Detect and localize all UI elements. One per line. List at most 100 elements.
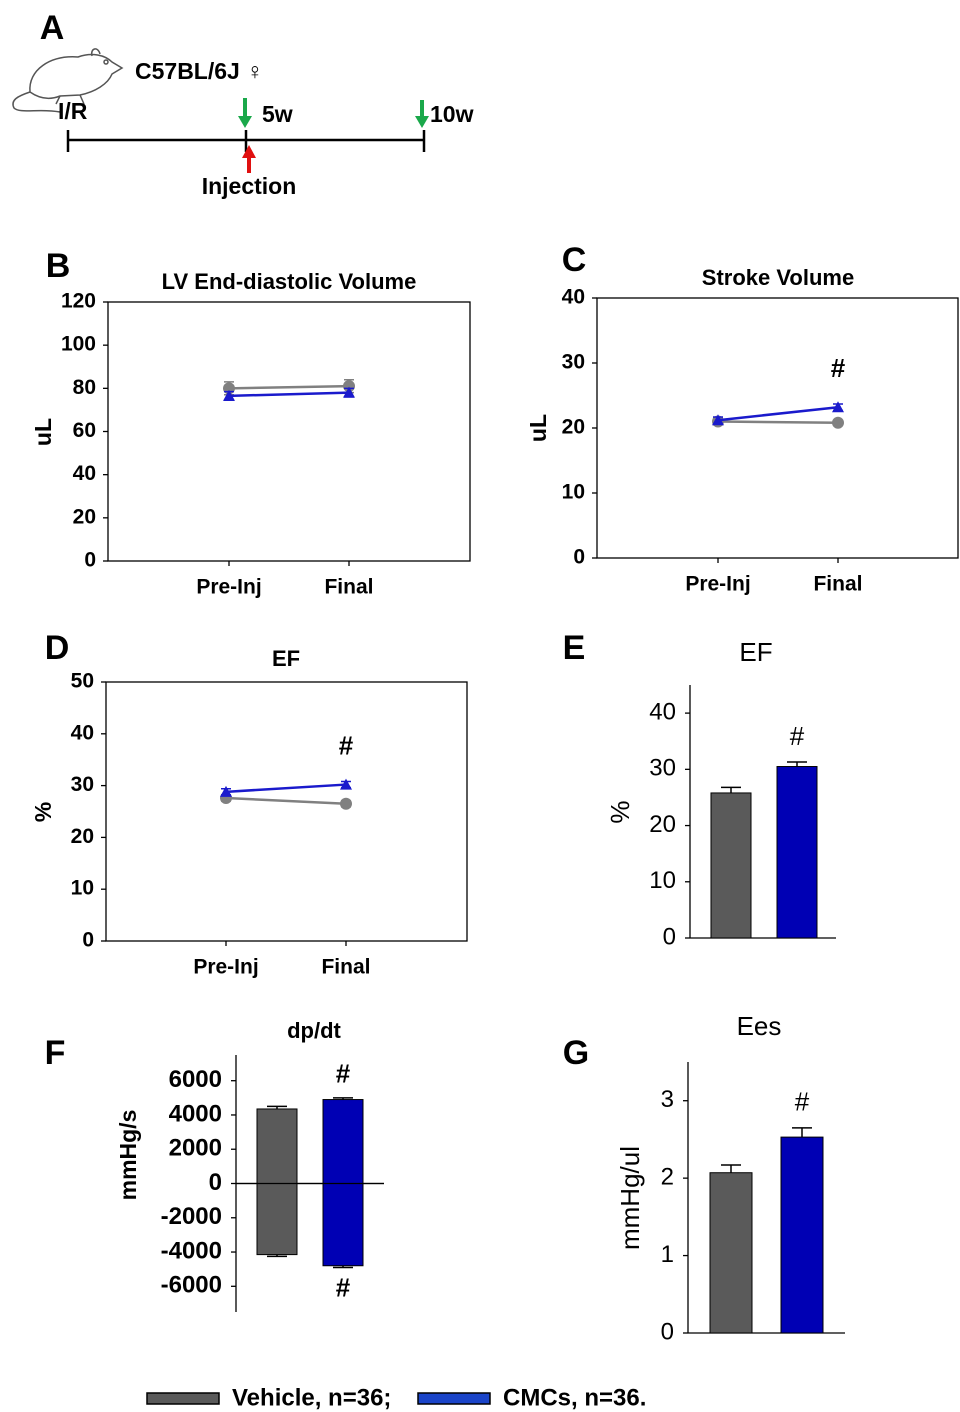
series-line — [225, 796, 347, 805]
chart-title: Ees — [737, 1011, 782, 1041]
y-tick-label: 20 — [73, 505, 96, 528]
legend-label: Vehicle, n=36; — [232, 1384, 391, 1411]
marker — [343, 380, 355, 393]
y-axis-label: % — [605, 800, 635, 823]
marker — [343, 386, 355, 398]
series-line — [717, 405, 839, 422]
marker — [340, 778, 352, 790]
y-tick-label: 0 — [82, 929, 94, 952]
y-tick-label: 30 — [71, 773, 94, 796]
y-tick-label: 120 — [61, 290, 96, 313]
y-tick-label: 10 — [71, 877, 94, 900]
y-tick-label: 40 — [71, 721, 94, 744]
y-axis-label: mmHg/s — [115, 1110, 141, 1201]
annotation: # — [831, 353, 846, 383]
timeline-label: 5w — [262, 101, 293, 127]
marker — [220, 785, 232, 797]
series-line — [228, 391, 350, 398]
chart-title: LV End-diastolic Volume — [162, 269, 417, 294]
series-line — [225, 783, 347, 794]
marker — [712, 414, 724, 426]
y-tick-label: 0 — [209, 1169, 222, 1196]
series-line — [717, 420, 839, 425]
bar — [710, 792, 752, 939]
y-tick-label: 3 — [661, 1086, 674, 1113]
y-axis-label: uL — [525, 414, 551, 442]
marker — [832, 401, 844, 413]
marker — [340, 797, 352, 810]
y-axis-label: mmHg/ul — [615, 1146, 645, 1250]
series-line — [228, 384, 350, 390]
y-tick-label: 30 — [649, 755, 676, 782]
y-tick-label: -4000 — [161, 1237, 222, 1264]
bar — [776, 766, 818, 939]
x-tick-label: Pre-Inj — [685, 573, 750, 596]
bar — [322, 1183, 364, 1267]
y-tick-label: 2 — [661, 1163, 674, 1190]
bar — [709, 1172, 753, 1334]
x-tick-label: Pre-Inj — [193, 956, 258, 979]
timeline-label: 10w — [430, 101, 474, 127]
legend-swatch — [146, 1392, 220, 1405]
plot-frame — [107, 301, 471, 562]
y-tick-label: -6000 — [161, 1272, 222, 1299]
bar — [322, 1099, 364, 1184]
time-arrow — [238, 98, 429, 173]
y-tick-label: 0 — [573, 546, 585, 569]
bar — [256, 1183, 298, 1256]
annotation: # — [795, 1087, 810, 1117]
panel-label: B — [46, 247, 71, 285]
panel-label: G — [563, 1034, 589, 1072]
y-tick-label: 0 — [84, 549, 96, 572]
y-axis-label: % — [30, 802, 56, 822]
y-tick-label: -2000 — [161, 1203, 222, 1230]
chart-title: dp/dt — [287, 1018, 341, 1043]
chart-title: Stroke Volume — [702, 265, 854, 290]
annotation: # — [336, 1272, 351, 1302]
y-tick-label: 10 — [649, 867, 676, 894]
y-tick-label: 40 — [562, 286, 585, 309]
y-tick-label: 40 — [73, 462, 96, 485]
error-bar — [792, 1127, 812, 1138]
y-tick-label: 20 — [71, 825, 94, 848]
annotation: # — [336, 1059, 351, 1089]
mouse-icon — [12, 48, 124, 113]
y-tick-label: 100 — [61, 333, 96, 356]
marker — [832, 416, 844, 429]
bar — [780, 1136, 824, 1334]
error-bar — [787, 761, 807, 767]
y-tick-label: 30 — [562, 351, 585, 374]
x-tick-label: Final — [813, 573, 862, 596]
y-tick-label: 20 — [562, 416, 585, 439]
annotation: # — [339, 730, 354, 760]
y-tick-label: 2000 — [169, 1135, 222, 1162]
chart-title: EF — [739, 637, 772, 667]
plot-frame — [596, 297, 959, 559]
injection-label: Injection — [202, 173, 297, 199]
marker — [223, 389, 235, 401]
annotation: # — [790, 721, 805, 751]
strain-label: C57BL/6J ♀ — [135, 58, 263, 84]
y-tick-label: 4000 — [169, 1100, 222, 1127]
y-tick-label: 6000 — [169, 1066, 222, 1093]
y-axis-label: uL — [30, 418, 56, 446]
legend-swatch — [417, 1392, 491, 1405]
panel-label: A — [40, 9, 65, 47]
y-tick-label: 10 — [562, 481, 585, 504]
panel-label: D — [45, 629, 70, 667]
y-tick-label: 80 — [73, 376, 96, 399]
error-bar — [721, 786, 741, 793]
timeline-label: I/R — [58, 98, 88, 124]
panel-label: F — [45, 1034, 66, 1072]
plot-frame — [105, 681, 468, 942]
bar — [256, 1108, 298, 1184]
y-tick-label: 50 — [71, 670, 94, 693]
y-tick-label: 60 — [73, 419, 96, 442]
y-tick-label: 40 — [649, 698, 676, 725]
legend-label: CMCs, n=36. — [503, 1384, 646, 1411]
x-tick-label: Final — [324, 576, 373, 599]
timeline — [66, 130, 426, 152]
panel-label: C — [562, 241, 587, 279]
chart-title: EF — [272, 646, 300, 671]
panel-label: E — [563, 629, 586, 667]
